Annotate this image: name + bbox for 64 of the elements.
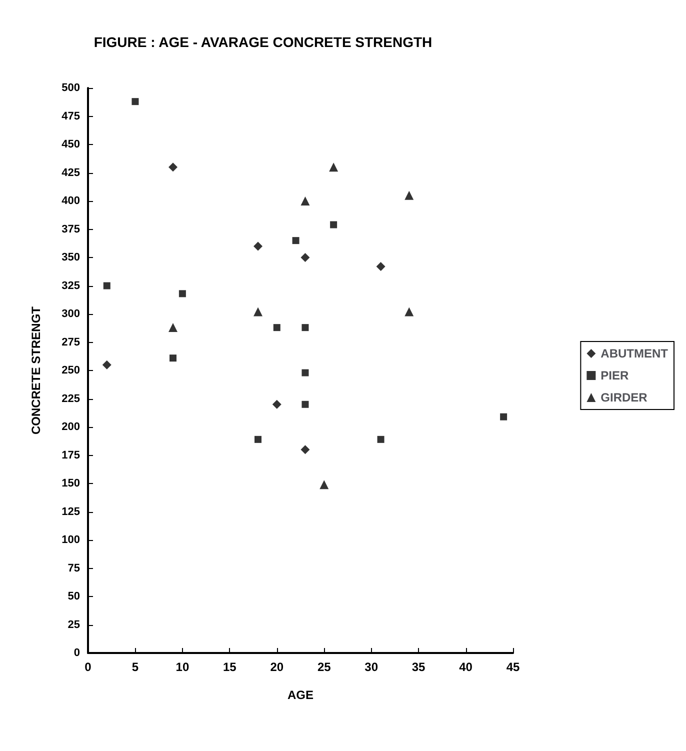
y-tick-label: 400 bbox=[62, 195, 80, 207]
point bbox=[302, 324, 309, 332]
x-tick-label: 40 bbox=[459, 660, 473, 674]
y-tick-label: 50 bbox=[68, 590, 80, 602]
y-tick-label: 275 bbox=[62, 336, 80, 348]
point bbox=[168, 323, 178, 332]
y-tick-label: 100 bbox=[62, 534, 80, 546]
point bbox=[132, 98, 139, 106]
point bbox=[103, 282, 110, 290]
x-tick-label: 30 bbox=[364, 660, 378, 674]
y-tick-label: 200 bbox=[62, 421, 80, 433]
x-tick-label: 45 bbox=[506, 660, 520, 674]
point bbox=[273, 324, 280, 332]
y-tick-label: 175 bbox=[62, 449, 80, 462]
x-tick-label: 20 bbox=[270, 660, 284, 674]
y-tick-label: 25 bbox=[68, 618, 80, 631]
point bbox=[272, 400, 282, 409]
y-tick-label: 125 bbox=[62, 506, 80, 518]
point bbox=[102, 360, 112, 370]
point bbox=[329, 162, 338, 172]
x-tick-label: 15 bbox=[222, 660, 237, 674]
y-tick-label: 150 bbox=[62, 478, 80, 490]
point bbox=[300, 196, 310, 206]
y-axis-title: CONCRETE STRENGT bbox=[29, 306, 43, 435]
y-tick-label: 425 bbox=[62, 166, 80, 179]
point bbox=[377, 436, 384, 443]
point bbox=[254, 436, 262, 443]
point bbox=[178, 290, 186, 298]
point bbox=[254, 242, 262, 251]
x-tick-label: 0 bbox=[84, 660, 92, 674]
point bbox=[168, 162, 178, 172]
y-tick-label: 300 bbox=[62, 308, 80, 320]
point bbox=[320, 480, 329, 490]
y-tick-label: 325 bbox=[62, 280, 80, 292]
point bbox=[302, 369, 309, 376]
y-tick-label: 0 bbox=[74, 647, 80, 659]
y-tick-label: 225 bbox=[62, 392, 80, 405]
point bbox=[404, 307, 414, 316]
chart-title: FIGURE : AGE - AVARAGE CONCRETE STRENGTH bbox=[94, 34, 432, 50]
x-tick-label: 10 bbox=[176, 660, 190, 674]
point bbox=[292, 237, 300, 244]
y-tick-label: 375 bbox=[62, 223, 80, 236]
x-tick-label: 25 bbox=[317, 660, 332, 674]
point bbox=[300, 445, 310, 454]
y-tick-label: 475 bbox=[62, 110, 80, 122]
point bbox=[330, 221, 338, 228]
legend-label: GIRDER bbox=[600, 390, 648, 404]
x-tick-label: 35 bbox=[412, 660, 426, 674]
legend-label: PIER bbox=[600, 368, 630, 382]
legend-label: ABUTMENT bbox=[600, 346, 669, 360]
x-tick-label: 5 bbox=[132, 660, 139, 674]
point bbox=[254, 307, 262, 316]
y-tick-label: 75 bbox=[68, 562, 80, 574]
point bbox=[404, 190, 414, 200]
y-tick-label: 450 bbox=[62, 138, 80, 150]
x-axis-title: AGE bbox=[287, 688, 314, 702]
point bbox=[170, 354, 176, 362]
point bbox=[300, 253, 310, 262]
y-tick-label: 350 bbox=[62, 252, 80, 264]
y-tick-label: 500 bbox=[62, 82, 80, 94]
point bbox=[302, 400, 309, 408]
y-tick-label: 250 bbox=[62, 364, 80, 376]
point bbox=[500, 413, 508, 420]
point bbox=[376, 262, 386, 272]
